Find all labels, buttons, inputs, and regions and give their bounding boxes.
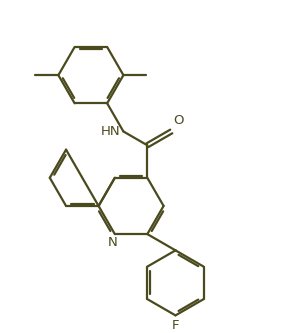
Text: F: F [172, 319, 179, 332]
Text: HN: HN [101, 125, 120, 138]
Text: O: O [173, 114, 184, 127]
Text: N: N [108, 236, 118, 249]
